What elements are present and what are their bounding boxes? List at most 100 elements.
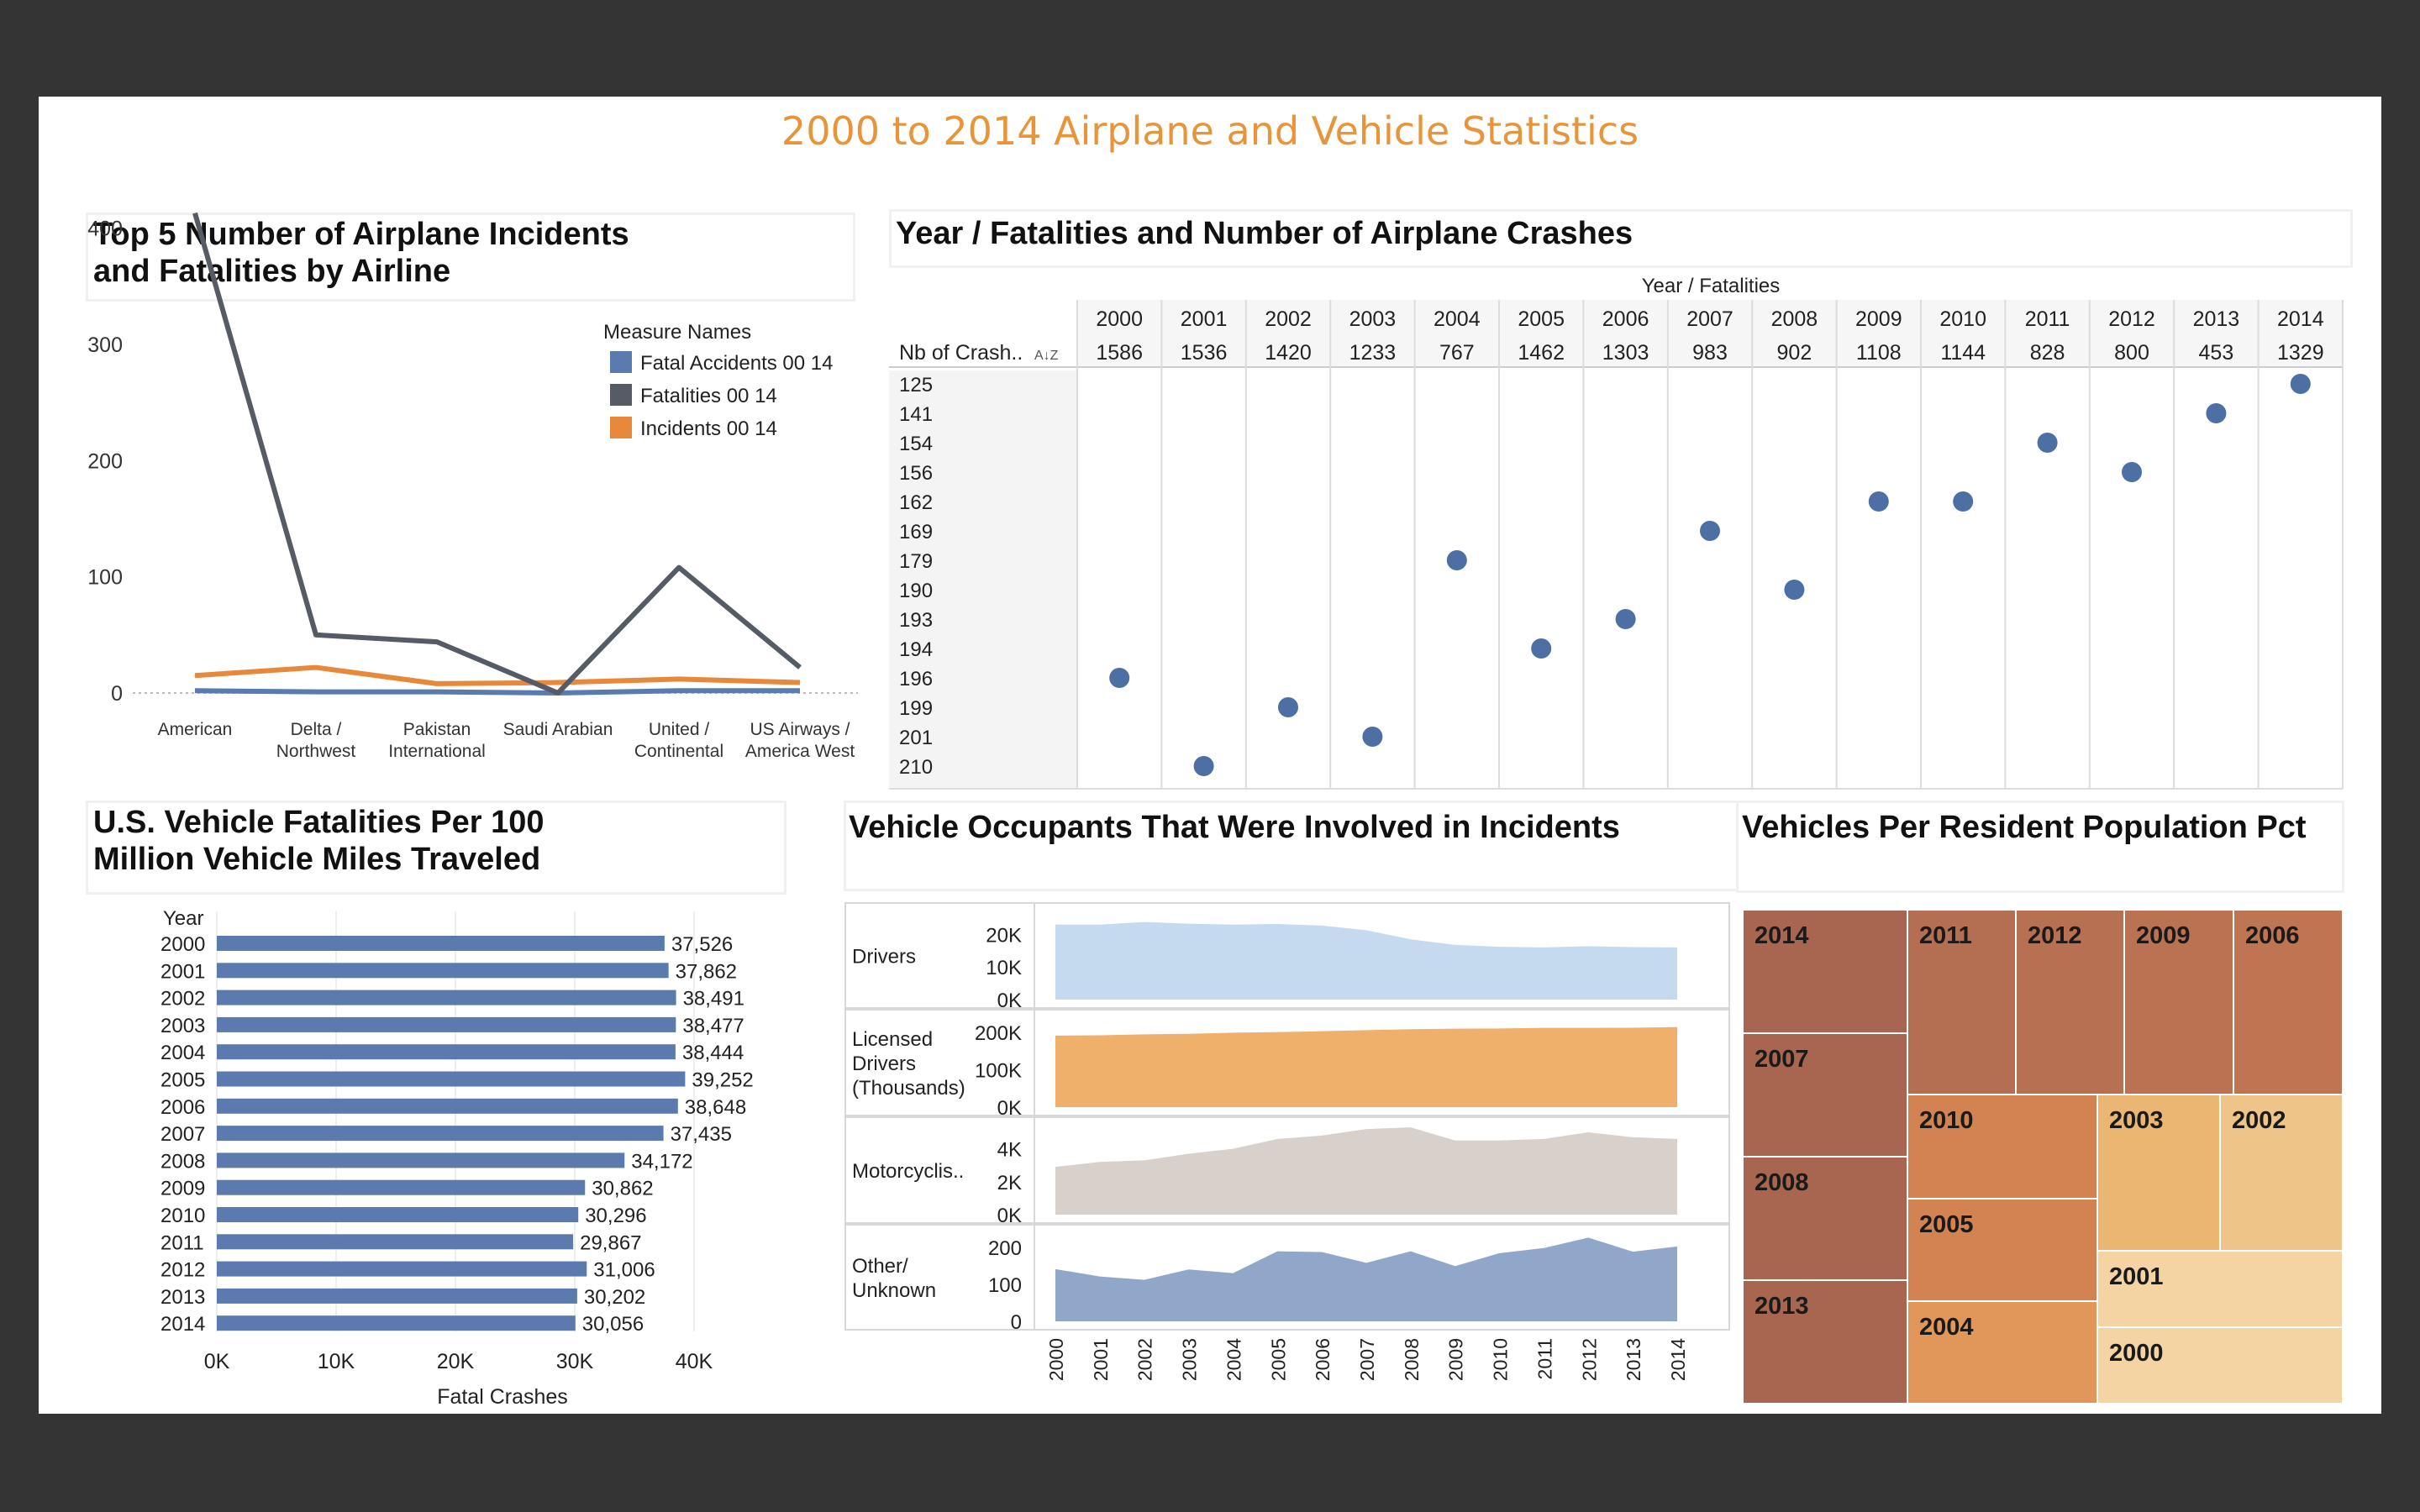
- treemap-chart: 2014 2007 2008 2013 2011 2012 2009 2006 2010 2005…: [1742, 909, 2344, 1404]
- treemap-cell-label: 2014: [1754, 922, 1809, 949]
- crash-point: [1615, 609, 1636, 629]
- crash-fatalities-label: 767: [1439, 341, 1475, 365]
- vmt-year-label: 2013: [160, 1286, 205, 1309]
- treemap-cell-label: 2000: [2109, 1340, 2164, 1367]
- occupant-ytick-label: 0: [1011, 1311, 1022, 1334]
- crash-level-label: 199: [899, 697, 933, 720]
- occupant-ytick-label: 0K: [997, 990, 1022, 1012]
- airline-category-label: US Airways /: [750, 720, 850, 739]
- vmt-title-line2: Million Vehicle Miles Traveled: [93, 842, 541, 877]
- crash-year-label: 2000: [1096, 307, 1143, 331]
- airline-legend-label: Fatal Accidents 00 14: [640, 352, 833, 375]
- treemap-cell: [1907, 909, 2017, 1095]
- occupant-panel-frame: [844, 1116, 1730, 1224]
- crash-point: [2122, 462, 2142, 482]
- vmt-year-label: 2010: [160, 1205, 205, 1227]
- airline-category-label: Saudi Arabian: [503, 720, 613, 739]
- crash-fatalities-label: 1420: [1265, 341, 1312, 365]
- occupant-ytick-label: 20K: [986, 924, 1022, 947]
- treemap-cell-label: 2004: [1919, 1314, 1974, 1341]
- airline-title-line1: Top 5 Number of Airplane Incidents: [93, 217, 629, 252]
- occupant-xtick-label: 2003: [1179, 1338, 1201, 1381]
- vmt-bar-label: 38,491: [683, 988, 744, 1011]
- vmt-year-label: 2012: [160, 1259, 205, 1282]
- treemap-cell: [2096, 1094, 2221, 1252]
- occupant-ytick-label: 4K: [997, 1139, 1022, 1162]
- crash-level-label: 169: [899, 521, 933, 543]
- vmt-year-label: 2009: [160, 1178, 205, 1200]
- airline-legend-swatch: [610, 351, 632, 373]
- airline-category-label: Delta /: [291, 720, 342, 739]
- treemap-cell-label: 2012: [2028, 922, 2082, 949]
- crash-point: [2037, 433, 2058, 453]
- vmt-year-label: 2006: [160, 1096, 205, 1119]
- occupant-ytick-label: 0K: [997, 1205, 1022, 1227]
- crash-point: [1193, 756, 1214, 776]
- treemap-cell: [2219, 1094, 2344, 1252]
- occupant-ytick-label: 2K: [997, 1172, 1022, 1194]
- vmt-bar: [217, 1234, 574, 1250]
- occupant-area: [1055, 1026, 1677, 1107]
- crash-level-label: 179: [899, 550, 933, 573]
- crash-level-label: 201: [899, 727, 933, 749]
- airline-category-label: America West: [745, 742, 855, 761]
- crash-year-label: 2002: [1265, 307, 1312, 331]
- vmt-xtick-label: 20K: [437, 1350, 475, 1373]
- crash-level-label: 141: [899, 403, 933, 426]
- occupant-ytick-label: 10K: [986, 957, 1022, 979]
- crash-level-label: 154: [899, 433, 933, 455]
- vmt-bar: [217, 1179, 586, 1195]
- crash-fatalities-label: 453: [2199, 341, 2234, 365]
- vmt-bar: [217, 990, 676, 1005]
- crash-year-label: 2014: [2277, 307, 2324, 331]
- occupant-series-label: Other/: [852, 1255, 908, 1278]
- crash-year-label: 2011: [2025, 307, 2070, 331]
- airline-chart-title: Top 5 Number of Airplane Incidents and F…: [93, 216, 629, 290]
- occupant-ytick-label: 100: [988, 1274, 1022, 1297]
- vmt-bar: [217, 1044, 676, 1060]
- airline-category-label: United /: [649, 720, 710, 739]
- crash-level-label: 210: [899, 756, 933, 779]
- vmt-bar-label: 39,252: [692, 1069, 753, 1092]
- crash-year-label: 2013: [2193, 307, 2240, 331]
- occupant-panel-frame: [844, 902, 1730, 1009]
- treemap-cell: [1742, 1279, 1908, 1404]
- airline-ytick-label: 300: [87, 333, 123, 357]
- treemap-cell: [1907, 1094, 2098, 1200]
- crash-point: [1278, 697, 1298, 717]
- crash-level-label: 125: [899, 374, 933, 396]
- vmt-bar-label: 37,862: [676, 960, 737, 983]
- crash-point: [1868, 491, 1889, 512]
- occupant-series-label: Unknown: [852, 1279, 936, 1302]
- vmt-bar-label: 38,477: [682, 1015, 744, 1037]
- treemap-cell-label: 2002: [2232, 1107, 2286, 1134]
- treemap-cell-label: 2011: [1919, 922, 1972, 949]
- occupant-ytick-label: 0K: [997, 1097, 1022, 1120]
- airline-series-line: [194, 664, 801, 686]
- airline-legend-swatch: [610, 384, 632, 406]
- occupant-title-box: [844, 801, 1743, 891]
- vmt-chart-title: U.S. Vehicle Fatalities Per 100 Million …: [93, 804, 544, 878]
- vmt-year-label: 2001: [160, 960, 205, 983]
- vmt-year-label: 2014: [160, 1313, 205, 1336]
- vmt-bar: [217, 1261, 587, 1277]
- occupant-xtick-label: 2001: [1090, 1338, 1112, 1381]
- vmt-bar: [217, 1315, 576, 1331]
- vmt-bar: [217, 1016, 676, 1032]
- vmt-year-label: 2008: [160, 1150, 205, 1173]
- crash-level-label: 196: [899, 668, 933, 690]
- airline-ytick-label: 400: [87, 218, 123, 241]
- airline-line-chart: 0 100 200 300 400 American Delta / Northwest Pak…: [87, 212, 858, 761]
- vmt-bar: [217, 1126, 664, 1142]
- vmt-bar: [217, 1288, 577, 1304]
- crash-point: [1446, 550, 1467, 570]
- crash-point: [2206, 403, 2227, 423]
- occupant-xtick-label: 2010: [1490, 1338, 1512, 1381]
- occupant-series-label: Drivers: [852, 1053, 916, 1075]
- crash-level-label: 156: [899, 462, 933, 485]
- crash-header-band: [1077, 300, 2343, 367]
- occupant-xtick-label: 2012: [1578, 1338, 1600, 1381]
- vmt-bar: [217, 936, 665, 951]
- vmt-xtick-label: 10K: [318, 1350, 355, 1373]
- treemap-cell-label: 2008: [1754, 1169, 1809, 1196]
